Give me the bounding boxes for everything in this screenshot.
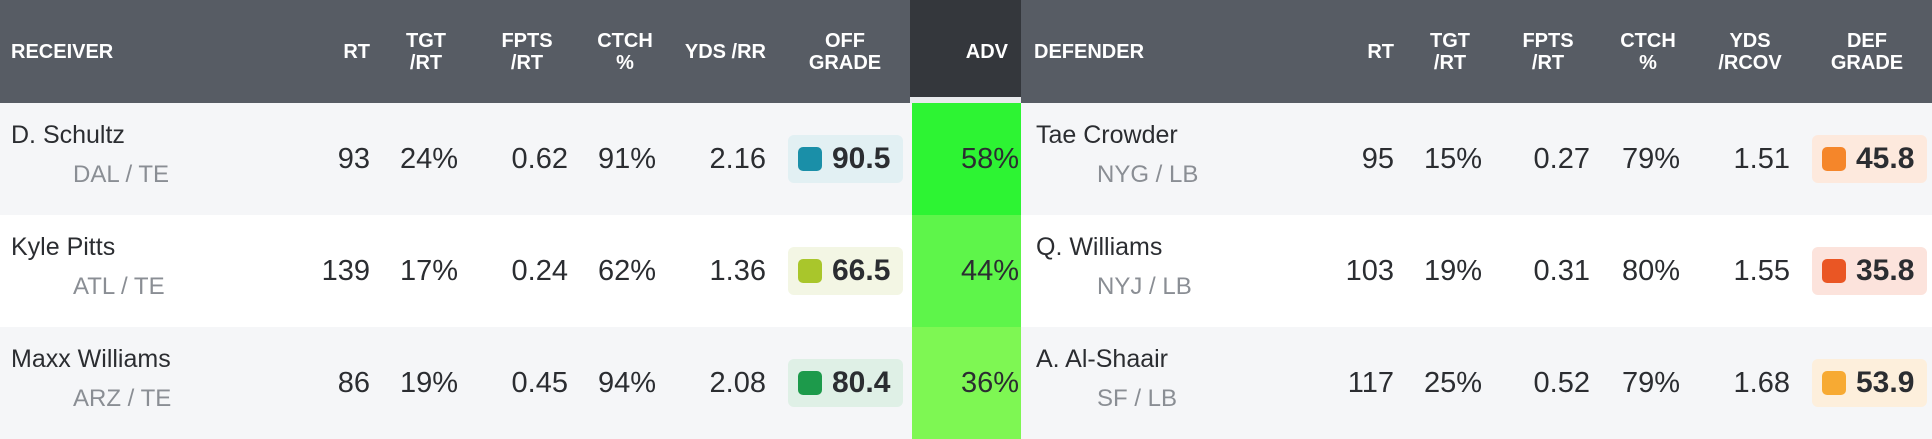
def-grade-badge: 45.8 bbox=[1812, 135, 1927, 183]
def-grade-badge: 53.9 bbox=[1812, 359, 1927, 407]
table-row[interactable]: D. Schultz DAL / TE 93 24% 0.62 91% 2.16… bbox=[0, 103, 1932, 215]
adv-value: 44% bbox=[912, 215, 1021, 327]
adv-value: 58% bbox=[912, 103, 1021, 215]
col-header-off-grade[interactable]: OFF GRADE bbox=[808, 29, 882, 74]
adv-sort-indicator bbox=[910, 97, 1021, 103]
defender-name[interactable]: Tae Crowder bbox=[1036, 121, 1178, 149]
table-row[interactable]: Maxx Williams ARZ / TE 86 19% 0.45 94% 2… bbox=[0, 327, 1932, 439]
adv-header-bg bbox=[910, 0, 1021, 97]
col-header-tgt-rt[interactable]: TGT /RT bbox=[406, 29, 446, 74]
defender-fpts-rt: 0.27 bbox=[1533, 142, 1590, 175]
col-header-defender[interactable]: DEFENDER bbox=[1034, 40, 1145, 63]
col-header-rt[interactable]: RT bbox=[343, 40, 370, 63]
defender-name[interactable]: Q. Williams bbox=[1036, 233, 1163, 261]
col-header-def-tgt-rt[interactable]: TGT /RT bbox=[1430, 29, 1470, 74]
off-grade-value: 66.5 bbox=[832, 254, 891, 287]
defender-name[interactable]: A. Al-Shaair bbox=[1036, 345, 1169, 373]
receiver-team-pos: ATL / TE bbox=[73, 273, 165, 300]
defender-team-pos: NYJ / LB bbox=[1097, 273, 1192, 300]
defender-tgt-rt: 15% bbox=[1423, 142, 1482, 175]
col-header-adv[interactable]: ADV bbox=[965, 40, 1008, 63]
defender-team-pos: SF / LB bbox=[1097, 385, 1178, 412]
receiver-team-pos: ARZ / TE bbox=[73, 385, 172, 412]
defender-fpts-rt: 0.31 bbox=[1533, 254, 1590, 287]
grade-swatch bbox=[1822, 147, 1846, 171]
grade-swatch bbox=[1822, 371, 1846, 395]
off-grade-badge: 90.5 bbox=[788, 135, 903, 183]
defender-ctch: 79% bbox=[1621, 366, 1680, 399]
receiver-yds-rr: 2.16 bbox=[709, 142, 766, 175]
def-grade-value: 45.8 bbox=[1856, 142, 1915, 175]
receiver-yds-rr: 2.08 bbox=[709, 366, 766, 399]
def-grade-value: 53.9 bbox=[1856, 366, 1915, 399]
adv-value: 36% bbox=[912, 327, 1021, 439]
off-grade-value: 90.5 bbox=[832, 142, 891, 175]
receiver-team-pos: DAL / TE bbox=[73, 161, 170, 188]
grade-swatch bbox=[1822, 259, 1846, 283]
col-header-def-yds-rcov[interactable]: YDS /RCOV bbox=[1718, 29, 1782, 74]
col-header-def-fpts-rt[interactable]: FPTS /RT bbox=[1522, 29, 1574, 74]
col-header-yds-rr[interactable]: YDS /RR bbox=[684, 40, 766, 63]
col-header-def-grade[interactable]: DEF GRADE bbox=[1830, 29, 1904, 74]
col-header-ctch[interactable]: CTCH % bbox=[597, 29, 653, 74]
receiver-fpts-rt: 0.24 bbox=[511, 254, 568, 287]
defender-yds-rcov: 1.68 bbox=[1733, 366, 1790, 399]
receiver-ctch: 94% bbox=[597, 366, 656, 399]
off-grade-value: 80.4 bbox=[832, 366, 891, 399]
receiver-name[interactable]: D. Schultz bbox=[11, 121, 125, 149]
defender-tgt-rt: 19% bbox=[1423, 254, 1482, 287]
defender-rt: 117 bbox=[1347, 366, 1394, 399]
defender-yds-rcov: 1.55 bbox=[1733, 254, 1790, 287]
grade-swatch bbox=[798, 259, 822, 283]
receiver-rt: 93 bbox=[337, 142, 370, 175]
receiver-rt: 139 bbox=[321, 254, 370, 287]
col-header-receiver[interactable]: RECEIVER bbox=[11, 40, 114, 63]
receiver-name[interactable]: Kyle Pitts bbox=[11, 233, 116, 261]
defender-ctch: 80% bbox=[1621, 254, 1680, 287]
defender-team-pos: NYG / LB bbox=[1097, 161, 1199, 188]
receiver-name[interactable]: Maxx Williams bbox=[11, 345, 171, 373]
receiver-rt: 86 bbox=[337, 366, 370, 399]
defender-yds-rcov: 1.51 bbox=[1733, 142, 1790, 175]
off-grade-badge: 66.5 bbox=[788, 247, 903, 295]
def-grade-badge: 35.8 bbox=[1812, 247, 1927, 295]
receiver-fpts-rt: 0.62 bbox=[511, 142, 568, 175]
defender-rt: 95 bbox=[1361, 142, 1394, 175]
grade-swatch bbox=[798, 371, 822, 395]
receiver-tgt-rt: 19% bbox=[399, 366, 458, 399]
receiver-fpts-rt: 0.45 bbox=[511, 366, 568, 399]
receiver-yds-rr: 1.36 bbox=[709, 254, 766, 287]
def-grade-value: 35.8 bbox=[1856, 254, 1915, 287]
receiver-ctch: 91% bbox=[597, 142, 656, 175]
table-row[interactable]: Kyle Pitts ATL / TE 139 17% 0.24 62% 1.3… bbox=[0, 215, 1932, 327]
col-header-def-ctch[interactable]: CTCH % bbox=[1620, 29, 1676, 74]
grade-swatch bbox=[798, 147, 822, 171]
col-header-def-rt[interactable]: RT bbox=[1367, 40, 1394, 63]
col-header-fpts-rt[interactable]: FPTS /RT bbox=[501, 29, 553, 74]
receiver-tgt-rt: 17% bbox=[399, 254, 458, 287]
defender-ctch: 79% bbox=[1621, 142, 1680, 175]
off-grade-badge: 80.4 bbox=[788, 359, 903, 407]
receiver-ctch: 62% bbox=[597, 254, 656, 287]
defender-tgt-rt: 25% bbox=[1423, 366, 1482, 399]
defender-fpts-rt: 0.52 bbox=[1533, 366, 1590, 399]
receiver-tgt-rt: 24% bbox=[399, 142, 458, 175]
defender-rt: 103 bbox=[1345, 254, 1394, 287]
